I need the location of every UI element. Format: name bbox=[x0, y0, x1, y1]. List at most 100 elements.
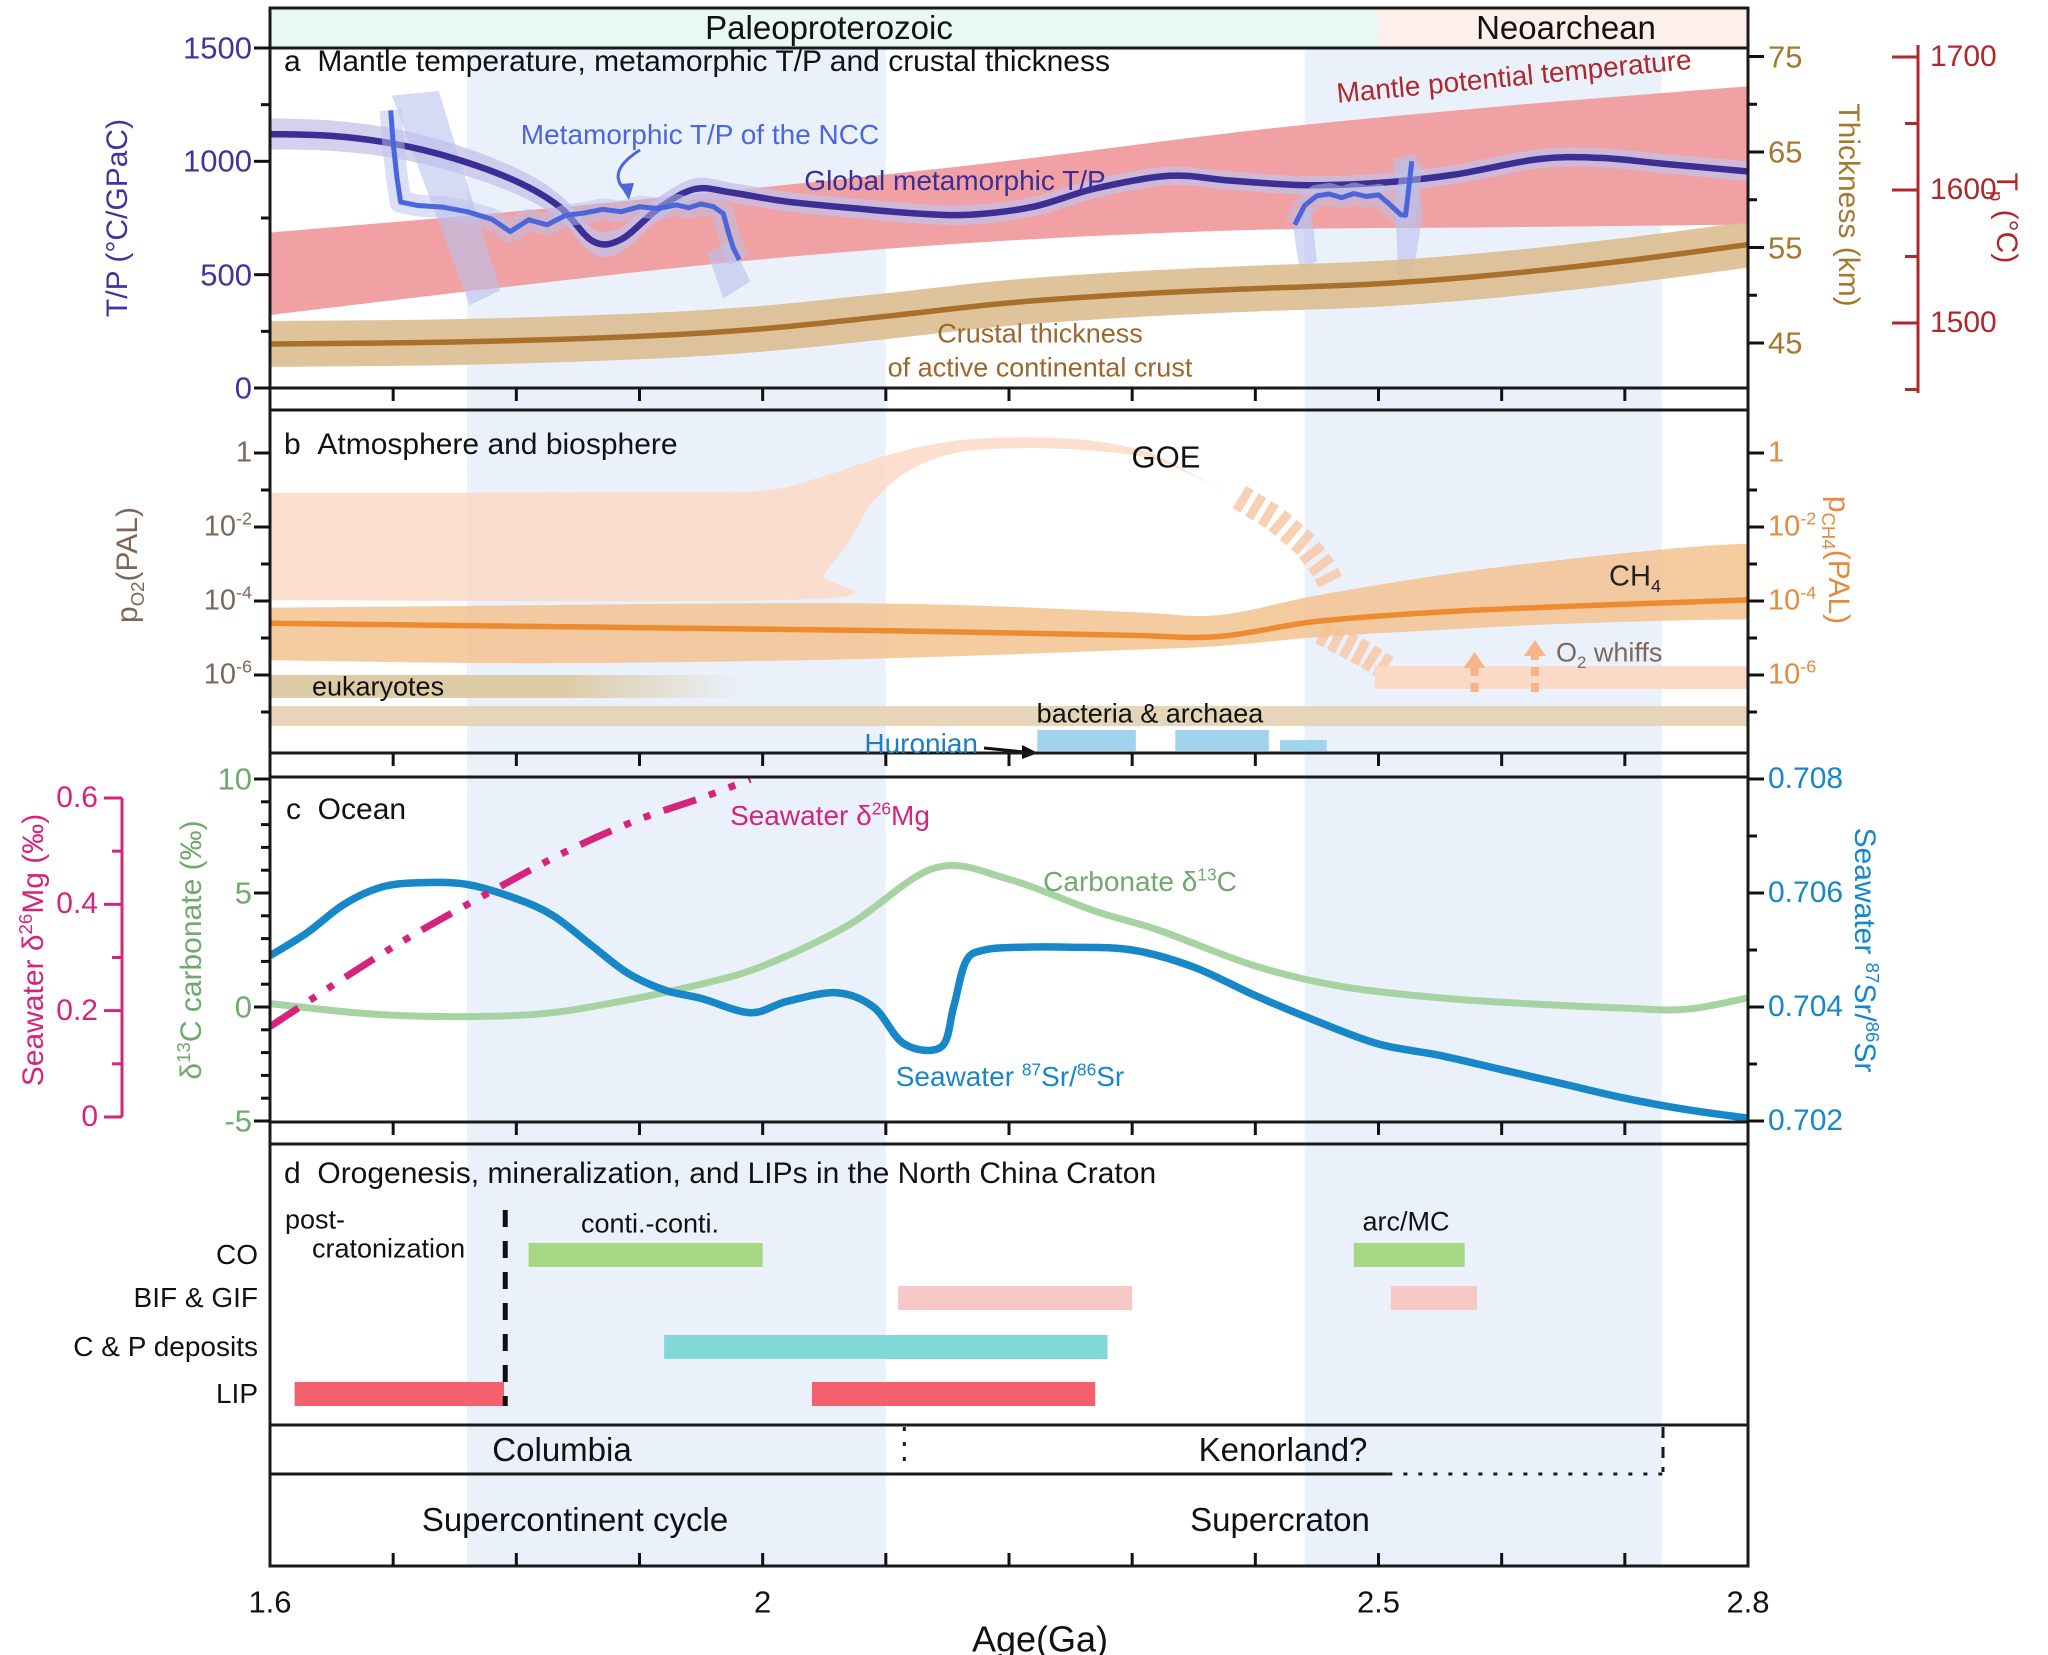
gantt-bar-lip-2 bbox=[811, 1382, 1096, 1406]
x-tick-label-0: 1.6 bbox=[248, 1584, 292, 1620]
annotation-eukaryotes: eukaryotes bbox=[312, 671, 445, 702]
annotation-post: post- bbox=[285, 1204, 346, 1235]
tick-label-sr-1: 0.704 bbox=[1768, 989, 1844, 1023]
tick-label-sr-0: 0.702 bbox=[1768, 1103, 1844, 1137]
tick-label-po2--6: 10-6 bbox=[203, 656, 252, 691]
annotation-huronian: Huronian bbox=[864, 727, 978, 759]
annotation-global-metamorphic: Global metamorphic T/P bbox=[804, 164, 1106, 196]
panel-d-title: d Orogenesis, mineralization, and LIPs i… bbox=[284, 1156, 1157, 1190]
tp-axis-bracket bbox=[1892, 45, 1920, 393]
tick-label-tp-1000: 1000 bbox=[183, 143, 252, 179]
ch4-band bbox=[271, 543, 1747, 664]
ncc-uncertainty-wedge-2 bbox=[707, 242, 751, 299]
mantle-potential-temperature-band bbox=[271, 86, 1747, 315]
annotation-cratonization: cratonization bbox=[312, 1233, 466, 1264]
tick-label-mg-0.4: 0.4 bbox=[56, 887, 98, 921]
row-label-columbia: Columbia bbox=[492, 1431, 632, 1469]
gantt-row-label-0: CO bbox=[216, 1238, 258, 1270]
gantt-row-label-3: LIP bbox=[215, 1377, 258, 1409]
huronian-arrow bbox=[983, 746, 1025, 754]
x-axis-title: Age(Ga) bbox=[971, 1618, 1109, 1655]
tick-label-mg-0.6: 0.6 bbox=[56, 780, 98, 814]
o2-hatch-upper bbox=[1232, 485, 1342, 588]
huronian-bar-2 bbox=[1175, 730, 1269, 751]
panel-d-plot bbox=[294, 1210, 1478, 1406]
huronian-bar-1 bbox=[1037, 730, 1136, 751]
axis-label-po2: pO2(PAL) bbox=[110, 507, 148, 623]
seawater-d26mg-line bbox=[271, 778, 752, 1030]
annotation-arc-mc: arc/MC bbox=[1362, 1206, 1450, 1237]
tick-label-pch4--2: 10-2 bbox=[1768, 508, 1817, 543]
ncc-label-arrowhead bbox=[619, 183, 634, 200]
x-tick-label-2: 2.5 bbox=[1356, 1584, 1401, 1620]
tick-label-thickness-55: 55 bbox=[1768, 229, 1803, 265]
axis-label-mg: Seawater δ26Mg (‰) bbox=[14, 813, 50, 1087]
annotation-crustal-thickness-1: Crustal thickness bbox=[937, 318, 1143, 349]
seawater-sr-line bbox=[271, 878, 1747, 1121]
gantt-bar-co-1 bbox=[528, 1243, 763, 1267]
tick-label-mg-0: 0 bbox=[81, 1099, 98, 1133]
tick-label-tp-500: 500 bbox=[200, 256, 252, 292]
axis-label-d13c: δ13C carbonate (‰) bbox=[172, 820, 208, 1080]
o2-whiffs-strip bbox=[1374, 666, 1747, 690]
annotation-bacteria-archaea: bacteria & archaea bbox=[1036, 698, 1264, 729]
tick-label-sr-3: 0.708 bbox=[1768, 761, 1844, 795]
panel-c-plot bbox=[271, 778, 1747, 1121]
o2-whiff-arrow-2 bbox=[1523, 640, 1546, 692]
gantt-bar-bifgif-1 bbox=[898, 1286, 1133, 1310]
gantt-bar-bifgif-2 bbox=[1390, 1286, 1478, 1310]
annotation-metamorphic-ncc: Metamorphic T/P of the NCC bbox=[520, 118, 880, 150]
axis-label-tp-left: T/P (°C/GPaC) bbox=[100, 118, 134, 318]
axis-label-sr: Seawater 87Sr/86Sr bbox=[1848, 827, 1884, 1073]
tick-label-tpdeg-1700: 1700 bbox=[1930, 39, 1997, 73]
annotation-o2-whiffs: O2 whiffs bbox=[1556, 637, 1663, 672]
annotation-seawater-mg: Seawater δ26Mg bbox=[730, 798, 930, 831]
axis-label-tp-right: Tp (°C) bbox=[1986, 172, 2024, 264]
x-tick-label-3: 2.8 bbox=[1726, 1584, 1770, 1620]
tick-label-po2-0: 1 bbox=[235, 436, 252, 469]
header-band bbox=[270, 8, 1748, 48]
row-label-supercraton: Supercraton bbox=[1190, 1501, 1370, 1539]
tick-label-tp-0: 0 bbox=[234, 370, 252, 406]
panel-c-title: c Ocean bbox=[286, 792, 407, 826]
axis-label-thickness: Thickness (km) bbox=[1832, 103, 1866, 307]
annotation-goe: GOE bbox=[1131, 439, 1201, 475]
tick-label-thickness-45: 45 bbox=[1768, 325, 1803, 361]
gantt-bar-cpdeposits-1 bbox=[664, 1335, 1108, 1359]
x-tick-label-1: 2 bbox=[754, 1584, 772, 1620]
header-era-neoarchean: Neoarchean bbox=[1476, 9, 1656, 47]
tick-label-d13c-5: 5 bbox=[234, 875, 252, 911]
tick-label-d13c--5: -5 bbox=[224, 1103, 252, 1139]
gantt-bar-lip-1 bbox=[294, 1382, 505, 1406]
axis-label-pch4: pCH4(PAL) bbox=[1818, 495, 1856, 625]
gantt-bar-co-2 bbox=[1353, 1243, 1465, 1267]
eukaryotes-band bbox=[271, 675, 745, 698]
annotation-ch4: CH4 bbox=[1609, 560, 1661, 597]
tick-label-po2--2: 10-2 bbox=[203, 508, 252, 543]
crustal-thickness-band bbox=[271, 221, 1747, 367]
header-era-paleoproterozoic: Paleoproterozoic bbox=[705, 9, 953, 47]
metamorphic-ncc-line-1 bbox=[388, 110, 742, 262]
gantt-row-label-2: C & P deposits bbox=[73, 1330, 258, 1362]
panel-b-plot bbox=[271, 437, 1747, 751]
tick-label-d13c-10: 10 bbox=[217, 761, 252, 797]
o2-whiff-arrow-1 bbox=[1463, 652, 1486, 692]
metamorphic-ncc-line-2 bbox=[1292, 161, 1415, 226]
tick-label-mg-0.2: 0.2 bbox=[56, 993, 98, 1027]
tick-label-tp-1500: 1500 bbox=[183, 30, 252, 66]
annotation-seawater-sr: Seawater 87Sr/86Sr bbox=[895, 1059, 1125, 1092]
tick-label-d13c-0: 0 bbox=[234, 989, 252, 1025]
tick-label-po2--4: 10-4 bbox=[203, 582, 252, 617]
mg-axis-bracket bbox=[104, 796, 124, 1119]
tick-label-pch4-0: 1 bbox=[1768, 436, 1785, 469]
ch4-line bbox=[271, 597, 1747, 641]
carbonate-d13c-line bbox=[271, 861, 1747, 1021]
panel-a-title: a Mantle temperature, metamorphic T/P an… bbox=[284, 44, 1110, 78]
tick-label-sr-2: 0.706 bbox=[1768, 875, 1844, 909]
gantt-row-label-1: BIF & GIF bbox=[133, 1281, 258, 1313]
panel-b-title: b Atmosphere and biosphere bbox=[284, 427, 678, 461]
tick-label-tpdeg-1600: 1600 bbox=[1930, 172, 1997, 206]
row-label-kenorland: Kenorland? bbox=[1198, 1431, 1368, 1469]
